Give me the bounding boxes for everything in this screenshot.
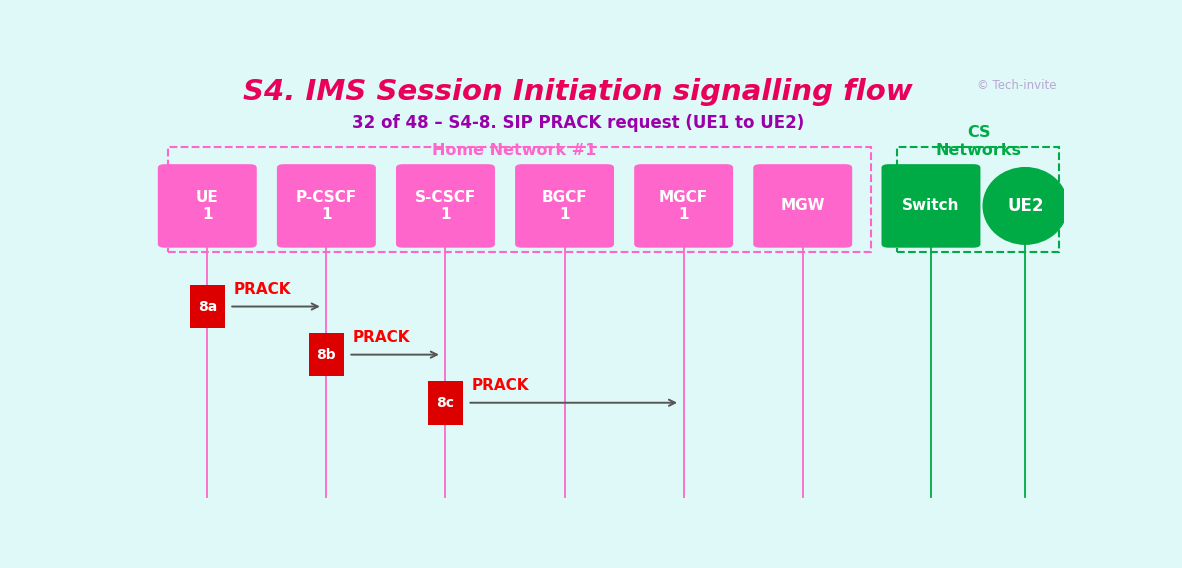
Text: BGCF
1: BGCF 1	[541, 190, 587, 222]
FancyBboxPatch shape	[515, 164, 613, 248]
Text: S-CSCF
1: S-CSCF 1	[415, 190, 476, 222]
Bar	[190, 285, 225, 328]
Text: PRACK: PRACK	[472, 378, 530, 392]
FancyBboxPatch shape	[277, 164, 376, 248]
Bar	[309, 333, 344, 377]
Text: PRACK: PRACK	[234, 282, 291, 296]
Text: 8a: 8a	[197, 299, 217, 314]
Text: 32 of 48 – S4-8. SIP PRACK request (UE1 to UE2): 32 of 48 – S4-8. SIP PRACK request (UE1 …	[352, 114, 805, 132]
Text: MGCF
1: MGCF 1	[660, 190, 708, 222]
Bar	[168, 147, 871, 252]
Text: S4. IMS Session Initiation signalling flow: S4. IMS Session Initiation signalling fl…	[243, 78, 914, 106]
Text: Home Network #1: Home Network #1	[431, 143, 597, 158]
FancyBboxPatch shape	[753, 164, 852, 248]
Text: UE2: UE2	[1007, 197, 1044, 215]
Bar	[428, 381, 463, 425]
Bar	[897, 147, 1059, 252]
FancyBboxPatch shape	[158, 164, 256, 248]
Text: P-CSCF
1: P-CSCF 1	[296, 190, 357, 222]
Text: UE
1: UE 1	[196, 190, 219, 222]
FancyBboxPatch shape	[635, 164, 733, 248]
Text: 8b: 8b	[317, 348, 336, 362]
Text: © Tech-invite: © Tech-invite	[978, 79, 1057, 92]
FancyBboxPatch shape	[396, 164, 495, 248]
Ellipse shape	[983, 168, 1067, 244]
Text: Switch: Switch	[902, 198, 960, 214]
Text: MGW: MGW	[780, 198, 825, 214]
FancyBboxPatch shape	[882, 164, 980, 248]
Text: 8c: 8c	[436, 396, 454, 410]
Text: PRACK: PRACK	[353, 329, 410, 345]
Text: CS
Networks: CS Networks	[936, 126, 1021, 158]
